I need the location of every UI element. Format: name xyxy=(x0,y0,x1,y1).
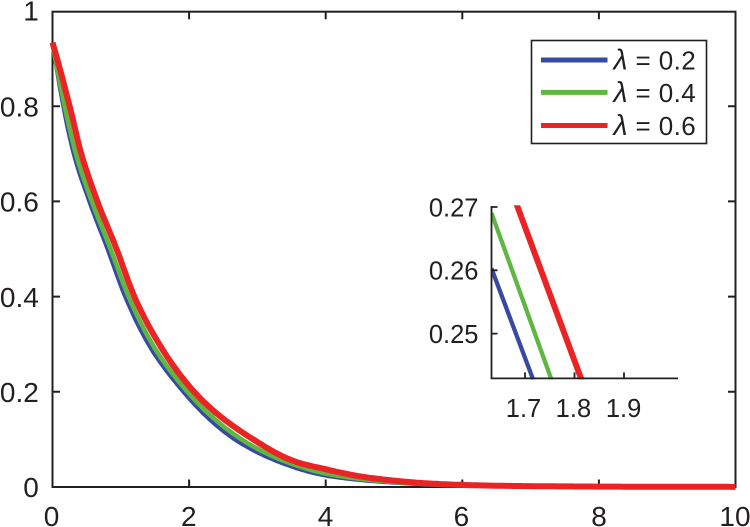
svg-text:1.9: 1.9 xyxy=(606,395,641,423)
svg-text:0.6: 0.6 xyxy=(0,187,39,218)
svg-text:1.8: 1.8 xyxy=(556,395,591,423)
svg-text:8: 8 xyxy=(591,501,607,527)
svg-text:0: 0 xyxy=(23,472,39,503)
svg-text:0.25: 0.25 xyxy=(429,321,479,349)
svg-text:4: 4 xyxy=(318,501,334,527)
svg-text:1.7: 1.7 xyxy=(506,395,541,423)
svg-text:2: 2 xyxy=(181,501,197,527)
svg-text:0.8: 0.8 xyxy=(0,91,39,122)
svg-text:0.4: 0.4 xyxy=(0,282,39,313)
svg-text:0.2: 0.2 xyxy=(0,377,39,408)
svg-text:λ = 0.2: λ = 0.2 xyxy=(612,45,697,77)
svg-text:1: 1 xyxy=(23,0,39,27)
svg-text:0.26: 0.26 xyxy=(429,258,479,286)
svg-text:10: 10 xyxy=(719,501,750,527)
svg-text:0.27: 0.27 xyxy=(429,194,479,222)
svg-text:λ = 0.4: λ = 0.4 xyxy=(612,77,697,109)
svg-text:0: 0 xyxy=(44,501,60,527)
svg-text:λ = 0.6: λ = 0.6 xyxy=(612,110,697,142)
svg-text:6: 6 xyxy=(454,501,470,527)
